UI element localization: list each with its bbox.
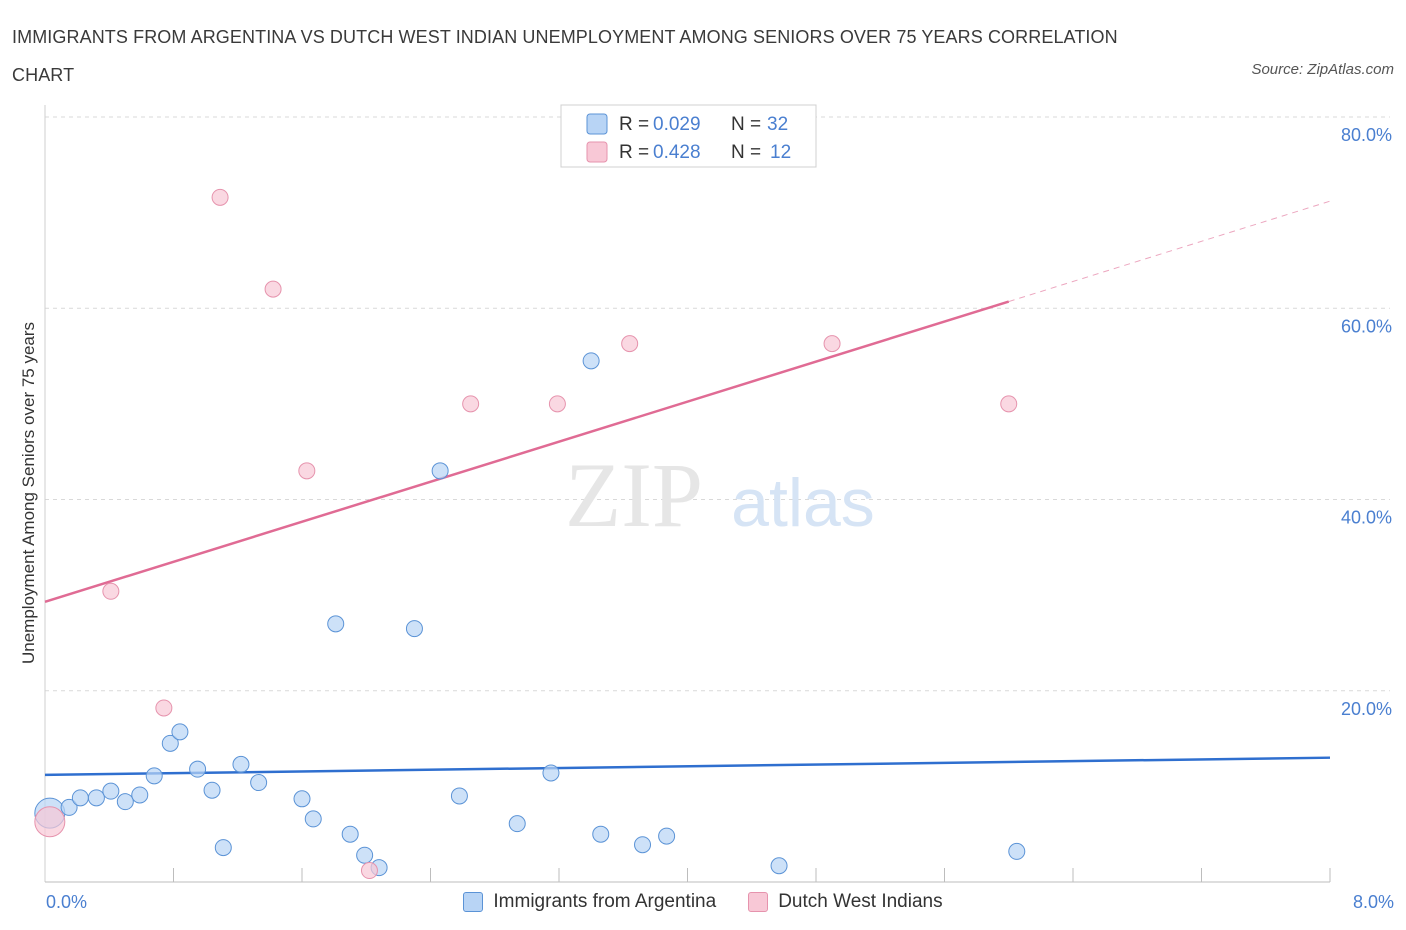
legend-n-value-dutch: 12 — [770, 142, 791, 163]
point-dutch — [211, 188, 229, 206]
chart-title: IMMIGRANTS FROM ARGENTINA VS DUTCH WEST … — [12, 27, 1118, 85]
point-dutch — [1000, 395, 1018, 413]
legend-label-dutch: Dutch West Indians — [778, 891, 943, 912]
point-dutch — [823, 335, 841, 353]
point-argentina — [405, 620, 423, 638]
x-tick-label-min: 0.0% — [46, 892, 87, 912]
legend-r-value-dutch: 0.428 — [653, 142, 701, 163]
legend-label-argentina: Immigrants from Argentina — [493, 891, 717, 912]
point-dutch — [155, 699, 173, 717]
legend-n-label-dutch: N = — [731, 142, 761, 163]
trendline-argentina — [44, 756, 1331, 777]
point-argentina — [508, 815, 526, 833]
point-dutch — [548, 395, 566, 413]
y-tick-label: 20.0% — [1341, 699, 1392, 719]
legend-swatch-argentina — [586, 113, 608, 135]
watermark-zip: ZIP — [565, 444, 703, 546]
point-dutch — [34, 806, 66, 838]
point-argentina — [189, 760, 207, 778]
legend-r-label-dutch: R = — [619, 142, 649, 163]
point-argentina — [102, 782, 120, 800]
point-argentina — [131, 786, 149, 804]
point-argentina — [60, 798, 78, 816]
point-dutch — [360, 862, 378, 880]
legend-n-label-argentina: N = — [731, 114, 761, 135]
legend-r-value-argentina: 0.029 — [653, 114, 701, 135]
point-argentina — [171, 723, 189, 741]
series-legend: Immigrants from Argentina Dutch West Ind… — [0, 888, 1406, 916]
point-argentina — [341, 825, 359, 843]
point-dutch — [264, 280, 282, 298]
legend-item-argentina[interactable]: Immigrants from Argentina — [463, 891, 716, 913]
point-argentina — [250, 774, 268, 792]
point-argentina — [304, 810, 322, 828]
trendline-dutch — [44, 300, 1010, 604]
source-label: Source: ZipAtlas.com — [1251, 61, 1394, 78]
x-tick-label-max: 8.0% — [1353, 892, 1394, 912]
legend-r-label-argentina: R = — [619, 114, 649, 135]
legend-swatch-argentina-bottom — [463, 892, 484, 912]
grid-layer — [45, 116, 1390, 692]
point-argentina — [87, 789, 105, 807]
point-argentina — [214, 839, 232, 857]
point-argentina — [542, 764, 560, 782]
point-argentina — [71, 789, 89, 807]
point-argentina — [1008, 842, 1026, 860]
point-argentina — [770, 857, 788, 875]
legend-swatch-dutch-bottom — [748, 892, 769, 912]
point-argentina — [634, 836, 652, 854]
watermark: ZIP atlas — [565, 444, 875, 546]
point-argentina — [592, 825, 610, 843]
y-tick-label: 40.0% — [1341, 508, 1392, 528]
point-dutch — [298, 462, 316, 480]
point-argentina — [356, 846, 374, 864]
point-dutch — [102, 582, 120, 600]
y-tick-label: 60.0% — [1341, 316, 1392, 336]
point-argentina — [431, 462, 449, 480]
legend-swatch-dutch — [586, 141, 608, 163]
point-argentina — [450, 787, 468, 805]
point-argentina — [327, 615, 345, 633]
point-dutch — [621, 335, 639, 353]
point-argentina — [145, 767, 163, 785]
point-argentina — [658, 827, 676, 845]
points-layer — [34, 188, 1026, 880]
correlation-legend: R = 0.029 N = 32 R = 0.428 N = 12 — [560, 104, 817, 168]
y-tick-label: 80.0% — [1341, 125, 1392, 145]
point-argentina — [161, 734, 179, 752]
y-axis-label: Unemployment Among Seniors over 75 years — [19, 322, 38, 664]
trendline-dutch-extension — [1008, 200, 1331, 303]
point-argentina — [582, 352, 600, 370]
point-dutch — [462, 395, 480, 413]
legend-n-value-argentina: 32 — [767, 114, 788, 135]
axis-layer: 20.0% 40.0% 60.0% 80.0% 0.0% 8.0% — [44, 105, 1394, 912]
point-argentina — [116, 793, 134, 811]
trend-layer — [44, 200, 1331, 777]
point-argentina — [232, 755, 250, 773]
point-argentina — [203, 781, 221, 799]
legend-item-dutch[interactable]: Dutch West Indians — [748, 891, 943, 913]
watermark-atlas: atlas — [731, 465, 875, 541]
point-argentina — [293, 790, 311, 808]
